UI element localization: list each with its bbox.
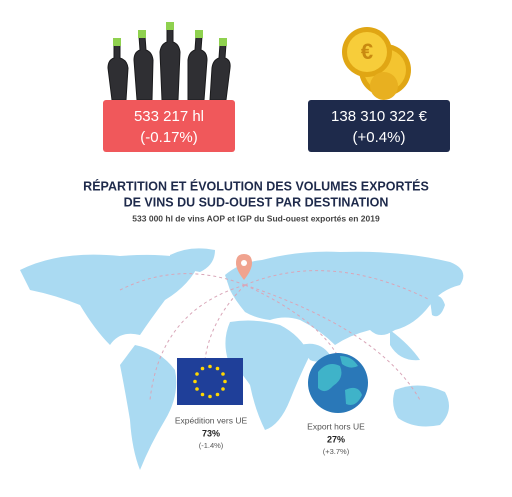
stat-change: (+0.4%) [353,129,406,146]
subtitle: 533 000 hl de vins AOP et IGP du Sud-oue… [132,213,380,223]
eu-star [208,394,212,399]
routes [119,270,431,401]
world-map [20,248,464,470]
coins-icon: € [342,27,411,100]
stat-change: (-0.17%) [140,129,198,146]
stat-card [308,100,450,152]
eu-star [223,379,227,384]
title-line: DE VINS DU SUD-OUEST PAR DESTINATION [124,195,389,209]
eu-star [200,392,205,397]
destination-change: (+3.7%) [323,447,350,456]
title-line: RÉPARTITION ET ÉVOLUTION DES VOLUMES EXP… [83,178,429,193]
eu-star [215,392,220,397]
destination-label: Export hors UE [307,421,365,431]
destination-share: 73% [202,428,220,438]
bottles-icon [107,22,231,101]
location-pin [236,254,252,280]
eu-stars [193,364,227,399]
eu-star [221,372,225,376]
destination-change: (-1.4%) [199,441,224,450]
eu-star [195,372,199,376]
eu-star [215,366,220,371]
eu-star [221,387,225,391]
stat-value: 138 310 322 € [331,108,428,125]
destination-label: Expédition vers UE [175,415,248,425]
stat-card [103,100,235,152]
eu-star [200,366,205,371]
eu-star [195,387,199,391]
stat-value: 533 217 hl [134,108,204,125]
destination-share: 27% [327,434,345,444]
eu-star [208,364,212,369]
globe-icon [308,353,368,413]
eu-star [193,379,197,384]
svg-text:€: € [361,39,373,64]
